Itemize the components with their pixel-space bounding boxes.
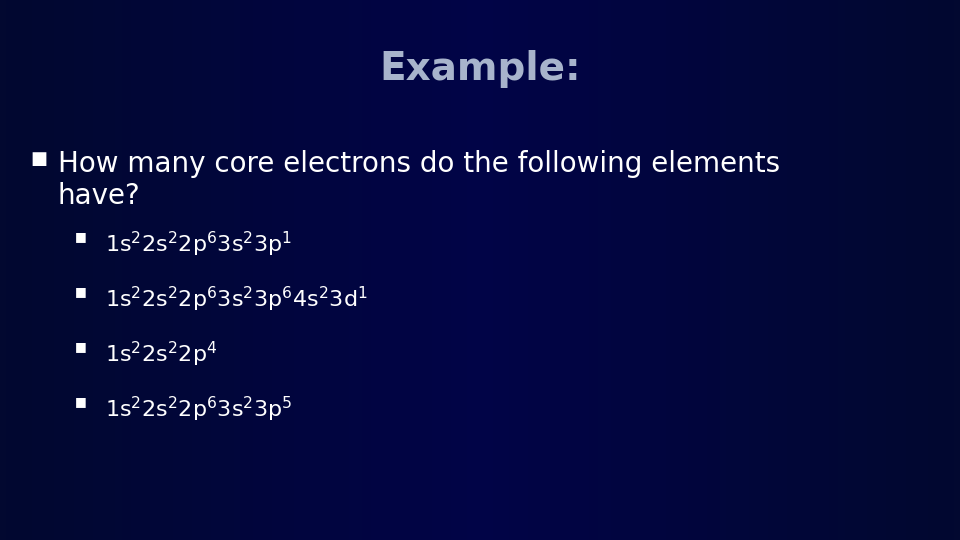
Text: 1s$^2$2s$^2$2p$^4$: 1s$^2$2s$^2$2p$^4$ <box>105 340 217 369</box>
Text: have?: have? <box>58 182 141 210</box>
Text: ■: ■ <box>30 150 47 168</box>
Text: ■: ■ <box>75 395 86 408</box>
Text: ■: ■ <box>75 230 86 243</box>
Text: ■: ■ <box>75 340 86 353</box>
Text: 1s$^2$2s$^2$2p$^6$3s$^2$3p$^5$: 1s$^2$2s$^2$2p$^6$3s$^2$3p$^5$ <box>105 395 293 424</box>
Text: ■: ■ <box>75 285 86 298</box>
Text: Example:: Example: <box>379 50 581 88</box>
Text: 1s$^2$2s$^2$2p$^6$3s$^2$3p$^6$4s$^2$3d$^1$: 1s$^2$2s$^2$2p$^6$3s$^2$3p$^6$4s$^2$3d$^… <box>105 285 368 314</box>
Text: How many core electrons do the following elements: How many core electrons do the following… <box>58 150 780 178</box>
Text: 1s$^2$2s$^2$2p$^6$3s$^2$3p$^1$: 1s$^2$2s$^2$2p$^6$3s$^2$3p$^1$ <box>105 230 292 259</box>
